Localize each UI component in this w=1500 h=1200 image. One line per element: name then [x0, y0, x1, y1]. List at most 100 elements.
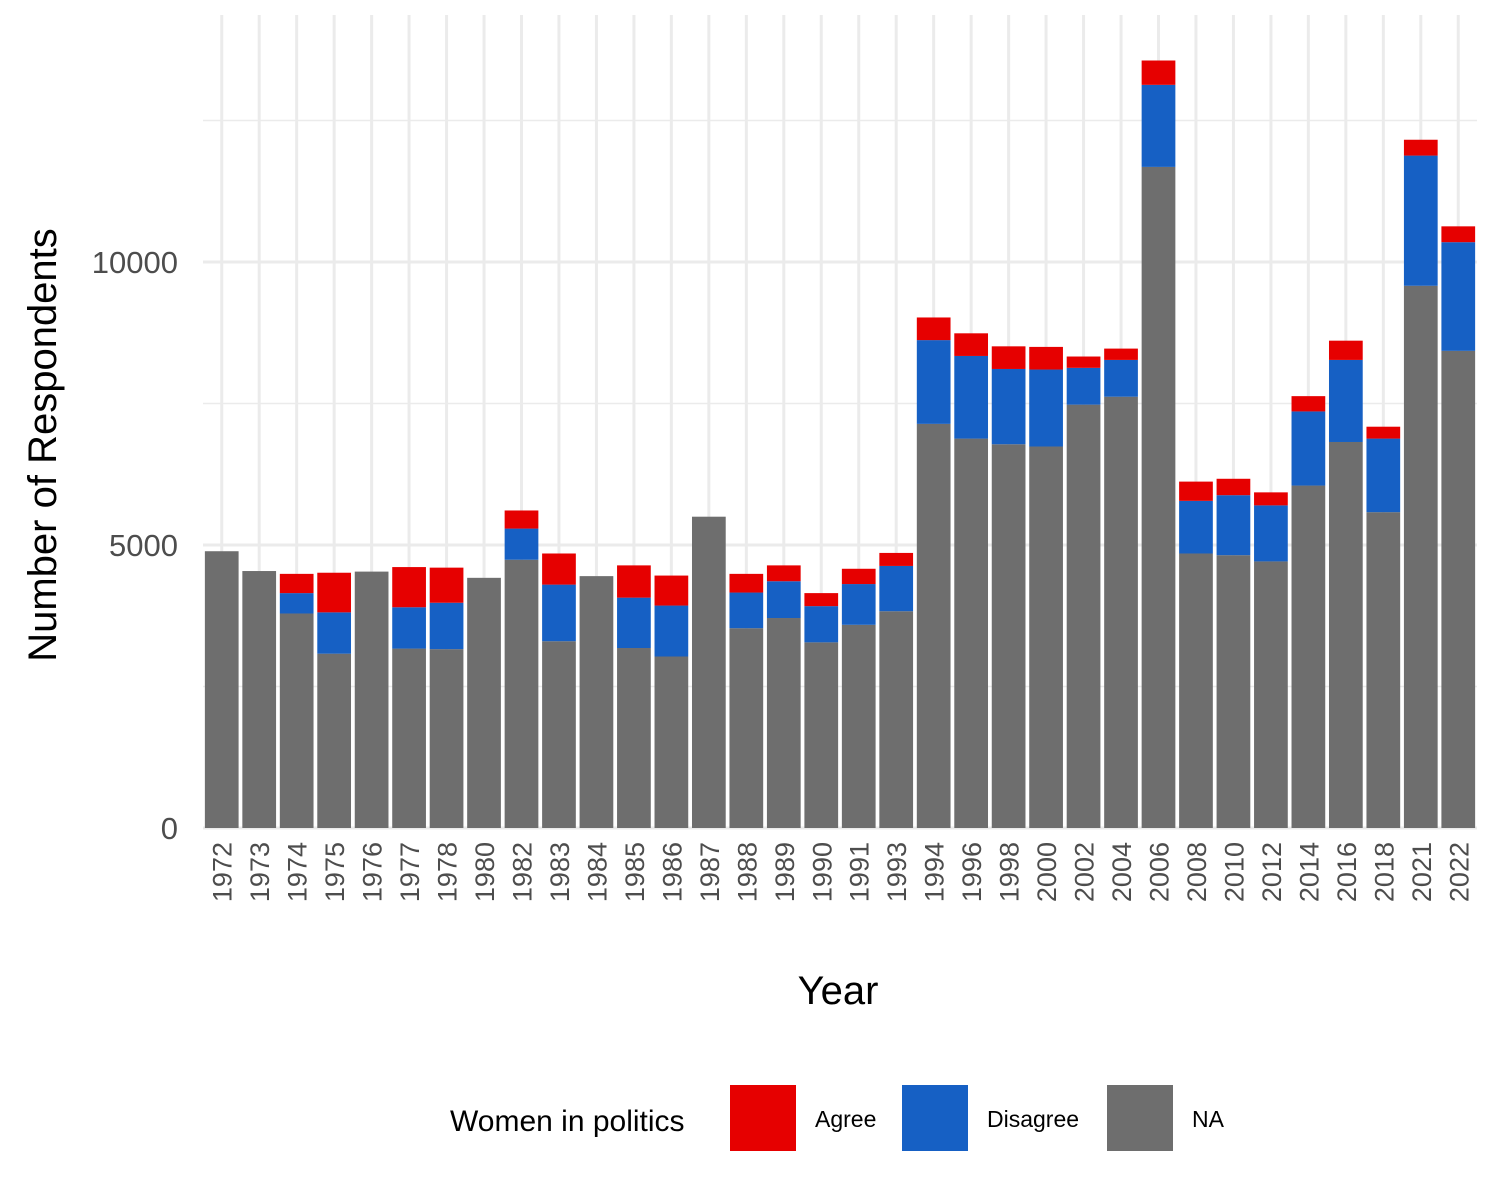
x-tick-label: 1974 — [283, 842, 313, 902]
legend-label-agree: Agree — [815, 1106, 876, 1132]
x-tick-label: 1989 — [770, 842, 800, 902]
x-tick-label: 2000 — [1032, 842, 1062, 902]
bar-agree-1989 — [766, 565, 801, 582]
bar-na-2018 — [1366, 512, 1401, 828]
bar-na-1977 — [392, 648, 426, 828]
bar-na-1984 — [579, 576, 614, 828]
bars-layer — [204, 60, 1476, 829]
bar-agree-1998 — [991, 346, 1026, 369]
x-tick-label: 1998 — [995, 842, 1025, 902]
bar-na-2022 — [1441, 350, 1476, 828]
x-tick-label: 1984 — [582, 842, 612, 902]
bar-na-1993 — [879, 611, 914, 828]
bar-na-2021 — [1403, 285, 1438, 829]
x-axis-title: Year — [798, 969, 879, 1013]
bar-disagree-1988 — [729, 592, 764, 629]
bar-agree-1988 — [729, 573, 764, 593]
bar-disagree-2004 — [1104, 359, 1138, 397]
bar-na-2004 — [1104, 396, 1138, 828]
bar-na-1980 — [467, 577, 501, 828]
x-tick-label: 1980 — [470, 842, 500, 902]
y-axis-title: Number of Respondents — [21, 228, 65, 662]
y-tick-label: 10000 — [92, 245, 178, 280]
bar-disagree-1975 — [317, 612, 352, 654]
bar-disagree-1985 — [617, 597, 651, 649]
bar-agree-1986 — [654, 575, 689, 606]
bar-na-2016 — [1328, 441, 1363, 828]
x-tick-label: 1978 — [433, 842, 463, 902]
bar-disagree-2008 — [1179, 500, 1213, 554]
x-tick-label: 2022 — [1444, 842, 1474, 902]
bar-disagree-1991 — [841, 584, 876, 625]
bar-agree-1996 — [954, 333, 989, 356]
legend-label-disagree: Disagree — [987, 1106, 1079, 1132]
bar-agree-1985 — [617, 565, 651, 598]
y-tick-label: 0 — [161, 811, 178, 846]
bar-agree-2016 — [1328, 340, 1363, 360]
bar-agree-1975 — [317, 572, 352, 613]
bar-na-1996 — [954, 438, 989, 828]
legend-key-agree — [730, 1085, 796, 1151]
bar-na-1985 — [617, 648, 651, 828]
x-tick-label: 1973 — [245, 842, 275, 902]
bar-na-1978 — [429, 649, 464, 828]
x-tick-label: 1994 — [920, 842, 950, 902]
bar-disagree-2018 — [1366, 438, 1401, 513]
bar-agree-2006 — [1141, 60, 1176, 85]
bar-agree-2008 — [1179, 481, 1213, 501]
bar-agree-1974 — [279, 573, 314, 594]
x-tick-labels: 1972 1973 1974 1975 1976 1977 1978 1980 1982 1983… — [208, 842, 1475, 902]
bar-na-2002 — [1066, 404, 1101, 828]
bar-disagree-1990 — [804, 606, 839, 643]
bar-disagree-1986 — [654, 605, 689, 657]
x-tick-label: 1983 — [545, 842, 575, 902]
x-tick-label: 2012 — [1257, 842, 1287, 902]
x-tick-label: 2016 — [1332, 842, 1362, 902]
x-tick-label: 1988 — [732, 842, 762, 902]
bar-na-1988 — [729, 628, 764, 828]
bar-agree-2002 — [1066, 356, 1101, 368]
y-tick-labels: 0 5000 10000 — [92, 245, 178, 846]
x-tick-label: 1986 — [657, 842, 687, 902]
bar-na-1983 — [542, 641, 576, 828]
x-tick-label: 1991 — [845, 842, 875, 902]
bar-disagree-2016 — [1328, 359, 1363, 442]
legend-key-na — [1107, 1085, 1173, 1151]
x-tick-label: 1996 — [957, 842, 987, 902]
bar-disagree-2012 — [1254, 505, 1288, 562]
x-tick-label: 1993 — [882, 842, 912, 902]
bar-disagree-1993 — [879, 565, 914, 612]
y-tick-label: 5000 — [109, 528, 178, 563]
bar-na-2000 — [1029, 446, 1063, 828]
bar-disagree-2022 — [1441, 242, 1476, 351]
x-tick-label: 2010 — [1219, 842, 1249, 902]
bar-agree-2022 — [1441, 226, 1476, 243]
bar-agree-2021 — [1403, 139, 1438, 156]
x-tick-label: 1977 — [395, 842, 425, 902]
bar-na-1972 — [204, 551, 239, 828]
bar-agree-2012 — [1254, 492, 1288, 506]
legend-label-na: NA — [1192, 1106, 1225, 1132]
bar-agree-1994 — [916, 317, 951, 341]
bar-disagree-1982 — [504, 528, 539, 560]
x-tick-label: 1987 — [695, 842, 725, 902]
bar-na-1994 — [916, 423, 951, 828]
bar-agree-1977 — [392, 567, 426, 608]
bar-agree-1982 — [504, 510, 539, 529]
legend-key-disagree — [902, 1085, 968, 1151]
bar-na-1982 — [504, 559, 539, 828]
bar-agree-1993 — [879, 552, 914, 566]
bar-disagree-1994 — [916, 340, 951, 424]
bar-na-2008 — [1179, 553, 1213, 828]
bar-disagree-2000 — [1029, 369, 1063, 447]
x-tick-label: 1975 — [320, 842, 350, 902]
x-tick-label: 2004 — [1107, 842, 1137, 902]
x-tick-label: 1982 — [508, 842, 538, 902]
bar-disagree-1977 — [392, 607, 426, 649]
x-tick-label: 2002 — [1070, 842, 1100, 902]
bar-disagree-2006 — [1141, 84, 1176, 167]
bar-na-1991 — [841, 624, 876, 828]
bar-disagree-1989 — [766, 581, 801, 619]
legend-title: Women in politics — [450, 1105, 685, 1138]
